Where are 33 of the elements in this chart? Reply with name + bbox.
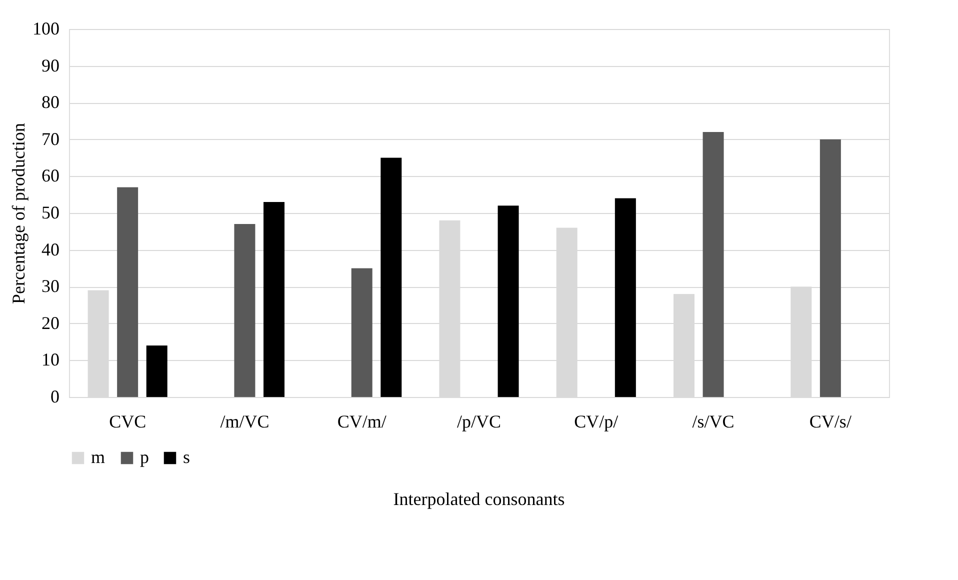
x-tick-label: CV/s/ [809, 412, 852, 432]
bar [234, 224, 256, 397]
x-tick-label: CV/m/ [337, 412, 386, 432]
y-tick-label: 30 [42, 276, 60, 296]
y-tick-label: 50 [42, 202, 60, 222]
bar [146, 345, 168, 397]
legend-label: p [140, 447, 149, 467]
bar [702, 132, 724, 397]
bar [614, 198, 636, 397]
bar [498, 206, 519, 397]
x-tick-label: /p/VC [456, 412, 502, 432]
legend-label: m [91, 447, 106, 467]
x-tick-label: /s/VC [692, 412, 734, 432]
bar [820, 139, 841, 397]
bar [117, 187, 138, 397]
y-tick-label: 20 [42, 312, 60, 333]
bar [380, 158, 402, 397]
y-tick-label: 80 [42, 92, 60, 112]
y-tick-label: 100 [32, 18, 60, 38]
y-tick-label: 90 [42, 55, 60, 76]
x-tick-label: CVC [109, 412, 146, 432]
x-axis-title: Interpolated consonants [393, 489, 565, 509]
bar [264, 202, 284, 397]
bar [351, 268, 372, 397]
x-tick-label: /m/VC [220, 412, 270, 432]
y-tick-label: 70 [42, 128, 60, 149]
y-tick-label: 60 [42, 166, 60, 186]
legend-label: s [183, 447, 190, 467]
x-tick-label: CV/p/ [574, 412, 618, 432]
y-axis-title: Percentage of production [8, 123, 28, 304]
y-tick-label: 0 [50, 386, 60, 406]
y-tick-label: 40 [42, 239, 60, 260]
y-tick-label: 10 [42, 350, 60, 370]
